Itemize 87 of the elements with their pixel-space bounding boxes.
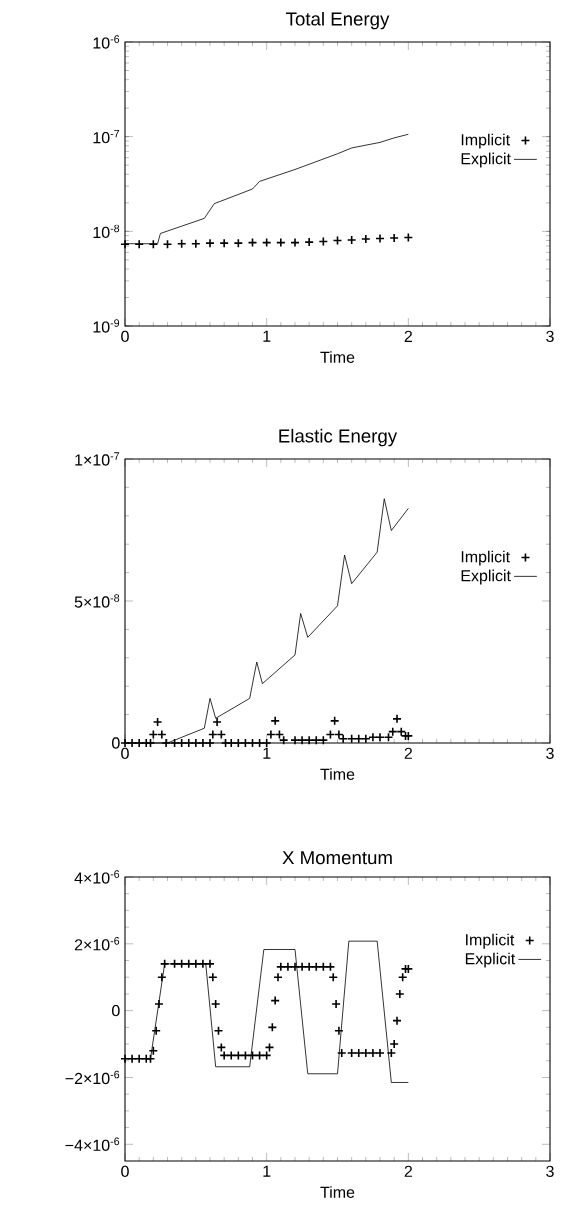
x-tick-label: 3: [546, 330, 554, 343]
chart-title: X Momentum: [282, 851, 392, 865]
point: [157, 972, 167, 983]
chart-title: Total Energy: [286, 11, 390, 30]
x-tick-label: 3: [546, 747, 554, 760]
point: [297, 735, 307, 745]
x-tick-label: 0: [121, 1165, 129, 1178]
y-tick-label: −4×10$^{-6}$: [65, 1137, 120, 1151]
point: [183, 959, 194, 969]
point: [198, 959, 208, 969]
point: [338, 733, 348, 744]
y-tick-label: 4×10$^{-6}$: [74, 870, 120, 884]
point: [270, 716, 280, 726]
legend-label: Implicit: [461, 550, 510, 566]
point: [389, 233, 399, 243]
point: [191, 238, 201, 249]
point: [353, 733, 364, 744]
x-axis-title: Time: [320, 351, 355, 363]
point: [361, 234, 371, 244]
chart-title: Elastic Energy: [279, 428, 398, 447]
point: [290, 735, 300, 745]
x-tick-label: 0: [121, 747, 129, 760]
point: [205, 238, 215, 248]
point: [304, 237, 314, 247]
point: [208, 972, 218, 983]
point: [276, 962, 286, 972]
point: [205, 738, 215, 748]
x-tick-label: 2: [404, 330, 412, 342]
point: [361, 733, 371, 744]
legend-label: Explicit: [465, 952, 516, 968]
point: [219, 238, 229, 248]
y-tick-label: 0: [112, 737, 120, 749]
point: [290, 962, 300, 972]
x-tick-label: 1: [263, 330, 271, 342]
point: [191, 959, 201, 969]
point: [353, 1048, 364, 1058]
point: [395, 989, 405, 999]
point: [361, 1048, 371, 1058]
point: [283, 962, 293, 972]
x-axis-title: Time: [320, 768, 355, 780]
legend-label: Implicit: [466, 933, 515, 949]
y-tick-label: 5×10$^{-8}$: [74, 594, 120, 608]
x-axis-title: Time: [320, 1186, 355, 1198]
point: [120, 239, 130, 250]
y-tick-label: 1×10$^{-7}$: [75, 452, 120, 466]
point: [134, 1053, 144, 1064]
point: [198, 738, 208, 748]
point: [297, 962, 307, 972]
x-tick-label: 0: [121, 330, 129, 343]
y-tick-label: 10$^{-8}$: [93, 224, 120, 239]
point: [331, 999, 341, 1009]
point: [392, 714, 402, 724]
y-tick-label: 0: [112, 1004, 120, 1017]
legend-label: Explicit: [461, 569, 511, 585]
point: [154, 999, 164, 1009]
point: [134, 738, 144, 748]
legend-label: Explicit: [461, 152, 511, 168]
x-tick-label: 1: [263, 747, 271, 759]
point: [328, 972, 339, 983]
point: [205, 959, 215, 969]
x-tick-label: 3: [546, 1165, 554, 1178]
x-tick-label: 2: [404, 747, 412, 759]
y-tick-label: −2×10$^{-6}$: [65, 1070, 120, 1085]
y-tick-label: 2×10$^{-6}$: [74, 937, 120, 951]
point: [336, 1048, 347, 1058]
point: [183, 738, 194, 748]
legend-label: Implicit: [461, 133, 510, 149]
y-tick-label: 10$^{-7}$: [93, 130, 120, 144]
point: [311, 735, 322, 745]
point: [212, 717, 222, 727]
point: [311, 962, 322, 972]
point: [304, 735, 314, 745]
y-tick-label: 10$^{-9}$: [93, 319, 120, 333]
point: [120, 1053, 130, 1064]
point: [226, 738, 237, 748]
x-tick-label: 2: [404, 1165, 412, 1177]
point: [120, 738, 130, 748]
point: [304, 962, 314, 972]
y-tick-label: 10$^{-6}$: [93, 35, 120, 49]
point: [191, 738, 201, 748]
point: [273, 972, 283, 983]
point: [375, 1048, 385, 1058]
point: [134, 239, 144, 250]
point: [161, 738, 171, 748]
x-tick-label: 1: [263, 1165, 271, 1177]
point: [389, 1039, 399, 1049]
point: [368, 1048, 378, 1058]
